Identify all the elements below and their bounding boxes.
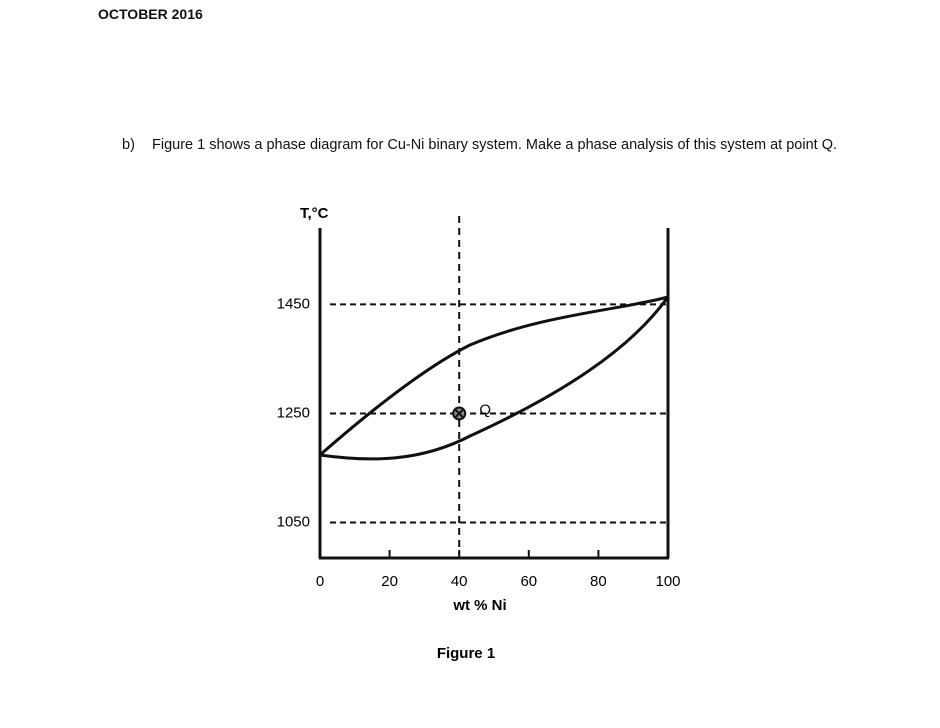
x-tick-label: 80 xyxy=(590,573,607,590)
question: b) Figure 1 shows a phase diagram for Cu… xyxy=(122,132,842,158)
y-axis-label: T,°C xyxy=(300,205,329,222)
point-label: Q xyxy=(479,401,491,418)
x-axis-label: wt % Ni xyxy=(452,597,506,614)
x-tick-label: 0 xyxy=(316,573,324,590)
question-label: b) xyxy=(122,137,135,153)
x-tick-label: 40 xyxy=(451,573,468,590)
y-tick-label: 1450 xyxy=(277,295,310,312)
x-tick-label: 20 xyxy=(381,573,398,590)
liquidus-curve xyxy=(319,295,669,457)
y-tick-label: 1050 xyxy=(277,514,310,531)
header-title: OCTOBER 2016 xyxy=(98,6,203,22)
solidus-curve xyxy=(319,296,670,461)
question-text: Figure 1 shows a phase diagram for Cu-Ni… xyxy=(152,137,838,153)
y-tick-label: 1250 xyxy=(277,404,310,421)
x-tick-label: 60 xyxy=(520,573,537,590)
figure-caption: Figure 1 xyxy=(437,645,495,662)
point-cross xyxy=(454,408,464,419)
x-tick-label: 100 xyxy=(655,573,680,590)
